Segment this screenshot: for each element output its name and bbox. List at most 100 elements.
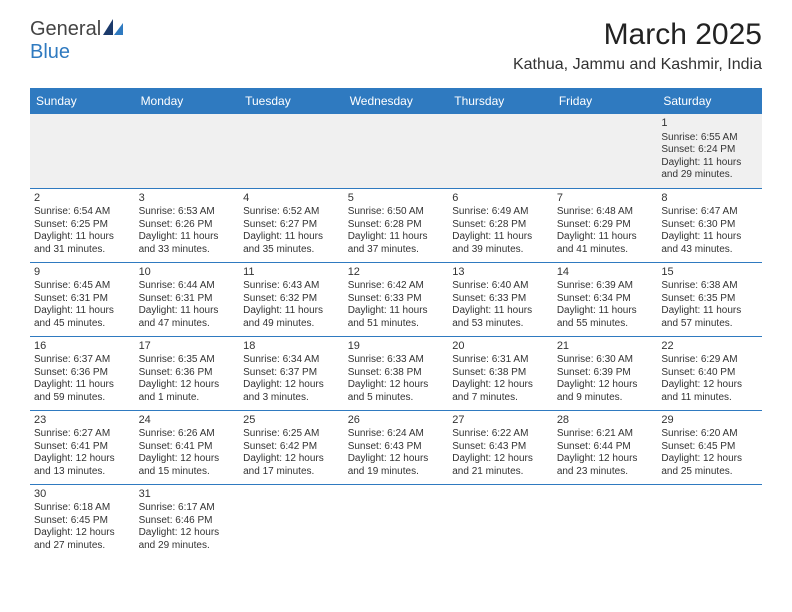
calendar-cell xyxy=(30,114,135,188)
sunset-text: Sunset: 6:31 PM xyxy=(34,293,131,306)
day-number: 16 xyxy=(34,340,131,354)
sunrise-text: Sunrise: 6:38 AM xyxy=(661,280,758,293)
daylight-text: and 15 minutes. xyxy=(139,466,236,479)
sunrise-text: Sunrise: 6:43 AM xyxy=(243,280,340,293)
daylight-text: and 33 minutes. xyxy=(139,244,236,257)
day-number: 18 xyxy=(243,340,340,354)
calendar-cell: 10Sunrise: 6:44 AMSunset: 6:31 PMDayligh… xyxy=(135,262,240,336)
daylight-text: Daylight: 11 hours xyxy=(557,231,654,244)
day-number: 7 xyxy=(557,192,654,206)
calendar-body: 1Sunrise: 6:55 AMSunset: 6:24 PMDaylight… xyxy=(30,114,762,558)
logo: GeneralBlue xyxy=(30,18,125,64)
daylight-text: and 11 minutes. xyxy=(661,392,758,405)
sail-icon xyxy=(103,18,123,41)
daylight-text: and 53 minutes. xyxy=(452,318,549,331)
daylight-text: and 51 minutes. xyxy=(348,318,445,331)
calendar-cell: 9Sunrise: 6:45 AMSunset: 6:31 PMDaylight… xyxy=(30,262,135,336)
calendar-cell: 3Sunrise: 6:53 AMSunset: 6:26 PMDaylight… xyxy=(135,188,240,262)
daylight-text: and 31 minutes. xyxy=(34,244,131,257)
day-number: 25 xyxy=(243,414,340,428)
daylight-text: and 39 minutes. xyxy=(452,244,549,257)
calendar-cell: 7Sunrise: 6:48 AMSunset: 6:29 PMDaylight… xyxy=(553,188,658,262)
calendar-table: Sunday Monday Tuesday Wednesday Thursday… xyxy=(30,88,762,558)
sunrise-text: Sunrise: 6:34 AM xyxy=(243,354,340,367)
sunset-text: Sunset: 6:28 PM xyxy=(452,219,549,232)
col-thursday: Thursday xyxy=(448,88,553,114)
calendar-cell: 28Sunrise: 6:21 AMSunset: 6:44 PMDayligh… xyxy=(553,410,658,484)
day-number: 29 xyxy=(661,414,758,428)
daylight-text: Daylight: 12 hours xyxy=(139,379,236,392)
daylight-text: Daylight: 12 hours xyxy=(348,453,445,466)
sunset-text: Sunset: 6:28 PM xyxy=(348,219,445,232)
sunrise-text: Sunrise: 6:48 AM xyxy=(557,206,654,219)
daylight-text: and 19 minutes. xyxy=(348,466,445,479)
calendar-row: 9Sunrise: 6:45 AMSunset: 6:31 PM Daylight… xyxy=(30,262,762,336)
daylight-text: and 3 minutes. xyxy=(243,392,340,405)
day-number: 28 xyxy=(557,414,654,428)
sunset-text: Sunset: 6:29 PM xyxy=(557,219,654,232)
sunset-text: Sunset: 6:45 PM xyxy=(661,441,758,454)
day-number: 12 xyxy=(348,266,445,280)
daylight-text: and 43 minutes. xyxy=(661,244,758,257)
daylight-text: Daylight: 11 hours xyxy=(348,305,445,318)
day-number: 10 xyxy=(139,266,236,280)
daylight-text: and 57 minutes. xyxy=(661,318,758,331)
calendar-cell xyxy=(448,484,553,558)
daylight-text: and 27 minutes. xyxy=(34,540,131,553)
sunrise-text: Sunrise: 6:53 AM xyxy=(139,206,236,219)
day-number: 22 xyxy=(661,340,758,354)
daylight-text: Daylight: 11 hours xyxy=(661,305,758,318)
sunset-text: Sunset: 6:37 PM xyxy=(243,367,340,380)
calendar-cell: 26Sunrise: 6:24 AMSunset: 6:43 PMDayligh… xyxy=(344,410,449,484)
daylight-text: and 47 minutes. xyxy=(139,318,236,331)
calendar-cell: 14Sunrise: 6:39 AMSunset: 6:34 PMDayligh… xyxy=(553,262,658,336)
sunset-text: Sunset: 6:26 PM xyxy=(139,219,236,232)
col-saturday: Saturday xyxy=(657,88,762,114)
sunset-text: Sunset: 6:36 PM xyxy=(139,367,236,380)
daylight-text: Daylight: 12 hours xyxy=(34,527,131,540)
calendar-cell: 18Sunrise: 6:34 AMSunset: 6:37 PMDayligh… xyxy=(239,336,344,410)
sunrise-text: Sunrise: 6:44 AM xyxy=(139,280,236,293)
sunrise-text: Sunrise: 6:29 AM xyxy=(661,354,758,367)
day-number: 4 xyxy=(243,192,340,206)
day-number: 15 xyxy=(661,266,758,280)
daylight-text: and 17 minutes. xyxy=(243,466,340,479)
daylight-text: and 59 minutes. xyxy=(34,392,131,405)
daylight-text: Daylight: 12 hours xyxy=(452,453,549,466)
sunset-text: Sunset: 6:38 PM xyxy=(452,367,549,380)
sunset-text: Sunset: 6:38 PM xyxy=(348,367,445,380)
daylight-text: Daylight: 11 hours xyxy=(243,305,340,318)
daylight-text: Daylight: 12 hours xyxy=(34,453,131,466)
sunrise-text: Sunrise: 6:45 AM xyxy=(34,280,131,293)
sunrise-text: Sunrise: 6:21 AM xyxy=(557,428,654,441)
sunrise-text: Sunrise: 6:35 AM xyxy=(139,354,236,367)
day-number: 23 xyxy=(34,414,131,428)
sunrise-text: Sunrise: 6:40 AM xyxy=(452,280,549,293)
daylight-text: and 7 minutes. xyxy=(452,392,549,405)
sunset-text: Sunset: 6:30 PM xyxy=(661,219,758,232)
daylight-text: and 29 minutes. xyxy=(661,169,758,182)
sunrise-text: Sunrise: 6:55 AM xyxy=(661,132,758,145)
sunrise-text: Sunrise: 6:52 AM xyxy=(243,206,340,219)
daylight-text: Daylight: 11 hours xyxy=(139,231,236,244)
daylight-text: Daylight: 11 hours xyxy=(661,157,758,170)
logo-part1: General xyxy=(30,18,101,40)
col-tuesday: Tuesday xyxy=(239,88,344,114)
daylight-text: and 29 minutes. xyxy=(139,540,236,553)
col-sunday: Sunday xyxy=(30,88,135,114)
calendar-cell: 6Sunrise: 6:49 AMSunset: 6:28 PMDaylight… xyxy=(448,188,553,262)
daylight-text: Daylight: 11 hours xyxy=(139,305,236,318)
calendar-row: 30Sunrise: 6:18 AMSunset: 6:45 PMDayligh… xyxy=(30,484,762,558)
sunset-text: Sunset: 6:33 PM xyxy=(452,293,549,306)
day-number: 31 xyxy=(139,488,236,502)
day-number: 9 xyxy=(34,266,131,280)
sunset-text: Sunset: 6:34 PM xyxy=(557,293,654,306)
sunset-text: Sunset: 6:32 PM xyxy=(243,293,340,306)
sunset-text: Sunset: 6:39 PM xyxy=(557,367,654,380)
daylight-text: and 9 minutes. xyxy=(557,392,654,405)
calendar-cell: 22Sunrise: 6:29 AMSunset: 6:40 PMDayligh… xyxy=(657,336,762,410)
calendar-cell: 5Sunrise: 6:50 AMSunset: 6:28 PMDaylight… xyxy=(344,188,449,262)
sunrise-text: Sunrise: 6:47 AM xyxy=(661,206,758,219)
calendar-cell xyxy=(448,114,553,188)
daylight-text: Daylight: 12 hours xyxy=(243,453,340,466)
